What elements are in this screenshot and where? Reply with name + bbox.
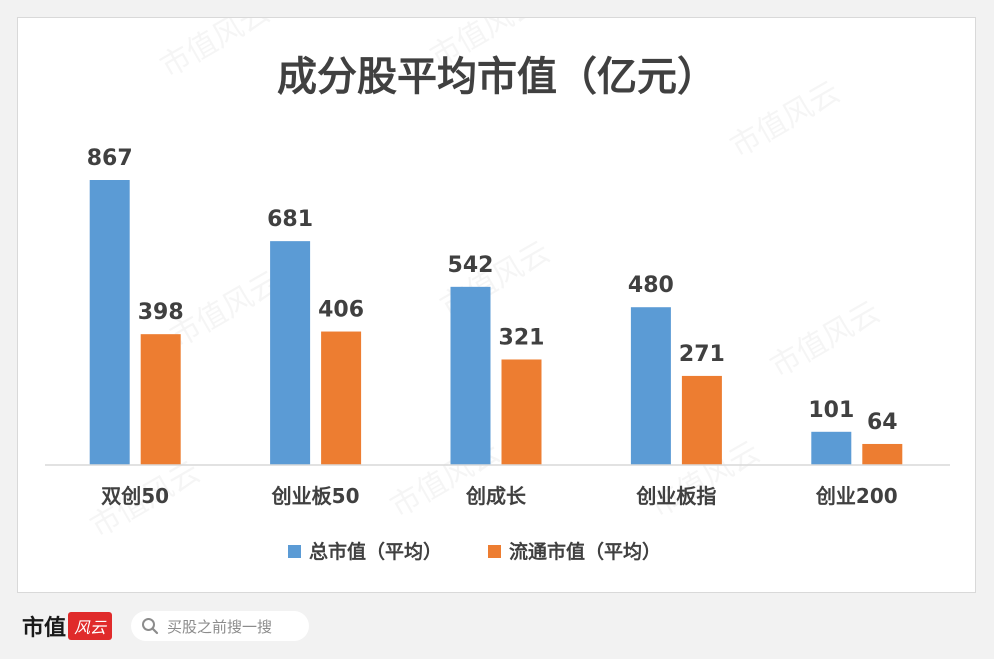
data-label: 398 — [138, 300, 184, 325]
search-box[interactable]: 买股之前搜一搜 — [131, 611, 309, 641]
legend-swatch — [288, 545, 301, 558]
footer: 市值 风云 买股之前搜一搜 — [0, 598, 994, 659]
bar — [321, 331, 362, 465]
data-label: 480 — [628, 273, 674, 298]
bar — [811, 431, 852, 465]
brand-mark: 风云 — [68, 612, 113, 640]
data-label: 406 — [318, 298, 364, 323]
search-placeholder: 买股之前搜一搜 — [167, 617, 273, 636]
watermark: 市值风云 — [155, 18, 276, 85]
bar — [140, 334, 181, 465]
x-tick-label: 创成长 — [465, 484, 527, 508]
bar — [450, 286, 491, 465]
data-label: 101 — [808, 398, 854, 423]
bar — [501, 359, 542, 465]
legend-label: 流通市值（平均） — [509, 540, 661, 563]
bar — [630, 307, 671, 465]
legend-label: 总市值（平均） — [309, 540, 442, 563]
x-tick-label: 创业板指 — [635, 484, 716, 508]
data-label: 542 — [448, 253, 494, 278]
bar — [862, 443, 903, 465]
x-tick-label: 双创50 — [101, 484, 169, 508]
data-label: 867 — [87, 146, 133, 171]
x-tick-label: 创业板50 — [271, 484, 360, 508]
brand-text: 市值 — [22, 615, 67, 641]
watermark: 市值风云 — [725, 75, 846, 165]
chart-title: 成分股平均市值（亿元） — [277, 54, 717, 100]
search-icon — [142, 618, 159, 635]
x-tick-label: 创业200 — [815, 484, 898, 508]
chart-card: 市值风云 市值风云 市值风云 市值风云 市值风云 市值风云 市值风云 市值风云 市值风云 成分股… — [17, 17, 976, 593]
brand-logo[interactable]: 市值 风云 — [22, 610, 113, 642]
watermark: 市值风云 — [765, 295, 886, 385]
data-label: 681 — [267, 207, 313, 232]
data-label: 64 — [867, 410, 898, 435]
bar — [270, 241, 311, 465]
bar — [681, 375, 722, 465]
data-label: 321 — [499, 325, 545, 350]
legend-swatch — [488, 545, 501, 558]
data-label: 271 — [679, 342, 725, 367]
bar — [89, 180, 130, 465]
